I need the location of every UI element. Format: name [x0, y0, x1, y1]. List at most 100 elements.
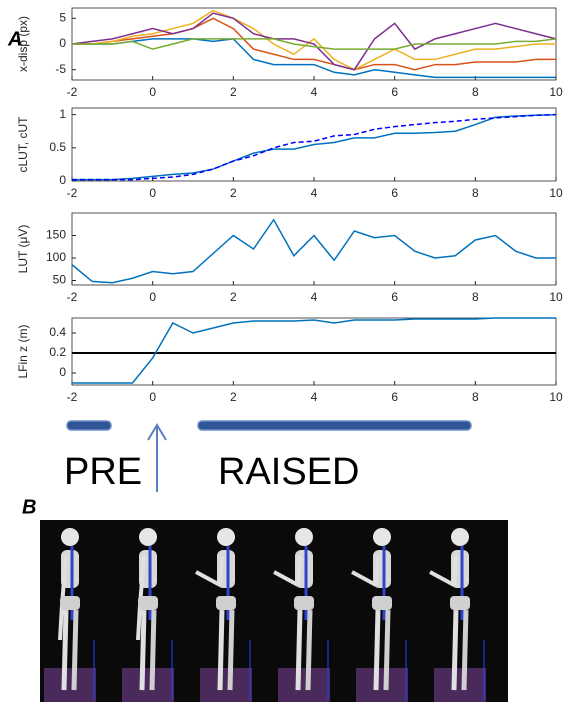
forearm — [273, 570, 299, 587]
x-tick-label: 2 — [230, 186, 237, 200]
data-line — [71, 12, 557, 71]
x-tick-label: 10 — [549, 290, 563, 304]
x-tick-label: 8 — [472, 290, 479, 304]
y-tick-label: 1 — [59, 107, 66, 121]
forearm — [136, 604, 142, 641]
y-tick-label: 0 — [59, 173, 66, 187]
forearm — [58, 604, 64, 641]
floor — [44, 668, 96, 702]
skull — [61, 528, 79, 546]
pre-bar — [66, 420, 112, 431]
y-axis-label: LUT (μV) — [16, 225, 30, 274]
x-tick-label: 0 — [149, 85, 156, 99]
skeleton-image — [40, 520, 508, 702]
arm — [374, 555, 380, 586]
y-axis-label: LFin z (m) — [16, 324, 30, 378]
x-tick-label: -2 — [67, 290, 78, 304]
y-tick-label: 0.2 — [49, 345, 66, 359]
skull — [139, 528, 157, 546]
leg — [149, 609, 157, 691]
x-tick-label: 6 — [391, 186, 398, 200]
x-tick-label: 10 — [549, 390, 563, 404]
x-tick-label: 4 — [311, 186, 318, 200]
y-tick-label: 0 — [59, 36, 66, 50]
skull — [451, 528, 469, 546]
arm — [218, 555, 224, 586]
y-tick-label: 100 — [46, 250, 66, 264]
x-tick-label: 10 — [549, 186, 563, 200]
leg — [295, 609, 303, 691]
x-tick-label: 2 — [230, 390, 237, 404]
arm — [452, 555, 458, 586]
image-background — [40, 520, 508, 702]
leg — [451, 609, 459, 691]
x-tick-label: 8 — [472, 85, 479, 99]
y-tick-label: 50 — [53, 273, 67, 287]
x-tick-label: 2 — [230, 290, 237, 304]
leg — [461, 609, 469, 691]
leg — [373, 609, 381, 691]
y-tick-label: 5 — [59, 10, 66, 24]
y-axis-label: x-disp (px) — [16, 16, 30, 72]
leg — [71, 609, 79, 691]
floor — [122, 668, 174, 702]
pelvis — [216, 596, 236, 610]
pelvis — [372, 596, 392, 610]
floor — [200, 668, 252, 702]
floor — [356, 668, 408, 702]
x-tick-label: 0 — [149, 390, 156, 404]
x-tick-label: -2 — [67, 390, 78, 404]
skull — [295, 528, 313, 546]
forearm — [429, 570, 455, 587]
leg — [383, 609, 391, 691]
x-tick-label: 0 — [149, 290, 156, 304]
y-axis-label: cLUT, cUT — [16, 116, 30, 173]
y-tick-label: 150 — [46, 228, 66, 242]
pelvis — [138, 596, 158, 610]
x-tick-label: 6 — [391, 290, 398, 304]
pelvis — [60, 596, 80, 610]
x-tick-label: -2 — [67, 186, 78, 200]
forearm — [351, 570, 377, 587]
pre-label: PRE — [64, 451, 142, 493]
raised-bar — [197, 420, 472, 431]
data-line — [72, 17, 556, 71]
panel-label: B — [22, 496, 36, 518]
x-tick-label: 6 — [391, 85, 398, 99]
y-tick-label: 0 — [59, 365, 66, 379]
data-line — [72, 38, 556, 79]
data-line — [71, 218, 556, 284]
panel-label: A — [7, 28, 22, 50]
x-tick-label: 6 — [391, 390, 398, 404]
data-line — [72, 38, 557, 50]
leg — [217, 609, 225, 691]
floor — [434, 668, 486, 702]
skull — [217, 528, 235, 546]
leg — [305, 609, 313, 691]
x-tick-label: 0 — [149, 186, 156, 200]
data-line — [72, 9, 556, 71]
x-tick-label: 4 — [311, 290, 318, 304]
data-line — [72, 317, 556, 384]
floor — [278, 668, 330, 702]
pelvis — [294, 596, 314, 610]
forearm — [195, 570, 221, 587]
x-tick-label: 4 — [311, 85, 318, 99]
plot-box — [71, 317, 557, 386]
leg — [61, 609, 69, 691]
raised-label: RAISED — [218, 451, 359, 493]
x-tick-label: -2 — [67, 85, 78, 99]
leg — [227, 609, 235, 691]
y-tick-label: -5 — [55, 62, 66, 76]
x-tick-label: 4 — [311, 390, 318, 404]
x-tick-label: 10 — [549, 85, 563, 99]
skull — [373, 528, 391, 546]
x-tick-label: 8 — [472, 390, 479, 404]
pelvis — [450, 596, 470, 610]
data-line — [72, 113, 557, 181]
x-tick-label: 8 — [472, 186, 479, 200]
data-line — [72, 113, 557, 181]
y-tick-label: 0.4 — [49, 325, 66, 339]
leg — [139, 609, 147, 691]
